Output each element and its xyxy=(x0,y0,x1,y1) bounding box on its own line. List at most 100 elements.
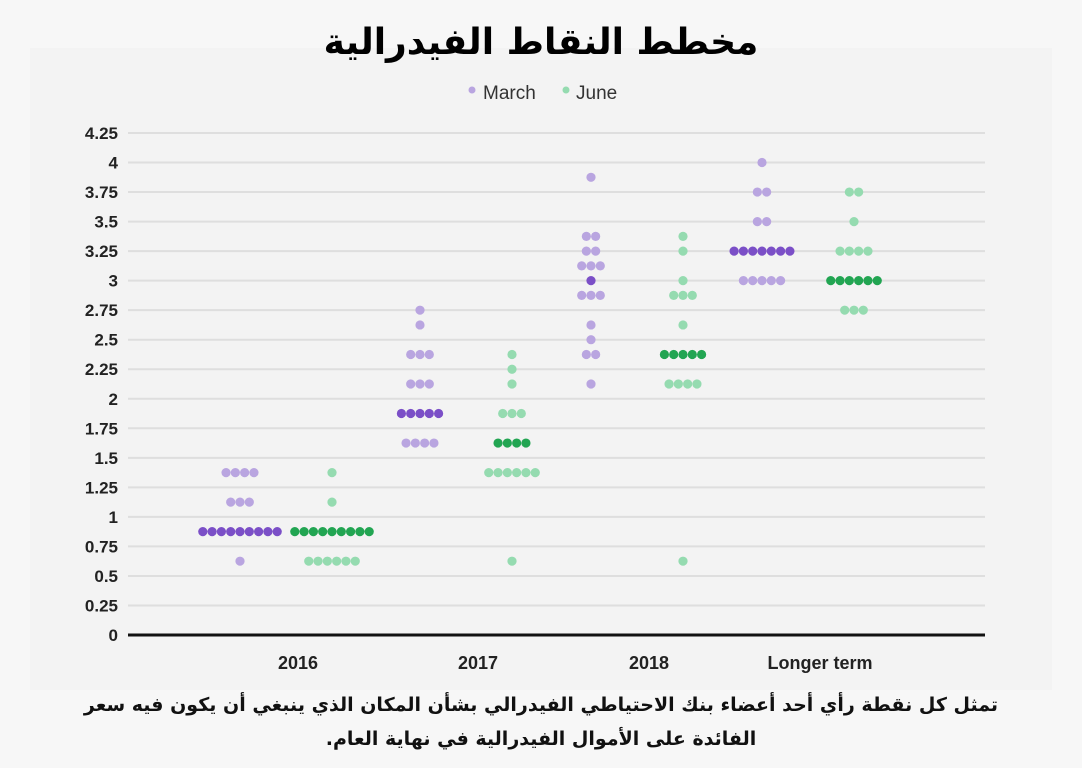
dot-march xyxy=(415,320,425,330)
dot-june xyxy=(854,246,864,256)
dot-june xyxy=(521,438,531,448)
dot-march xyxy=(586,290,596,301)
dot-march xyxy=(757,157,767,168)
y-tick-label: 0 xyxy=(109,626,118,645)
dot-march xyxy=(429,438,439,448)
dot-march xyxy=(207,527,217,537)
dot-march xyxy=(420,438,430,448)
y-tick-label: 2.25 xyxy=(85,360,118,379)
dot-june xyxy=(854,276,864,286)
dot-june xyxy=(673,379,683,389)
dot-march xyxy=(776,246,786,256)
dot-march xyxy=(263,527,273,537)
y-tick-label: 3.25 xyxy=(85,242,118,261)
dot-march xyxy=(586,261,596,271)
dot-june xyxy=(507,379,517,389)
dot-june xyxy=(826,276,836,286)
dot-june xyxy=(346,527,356,537)
dot-march xyxy=(424,379,434,389)
y-tick-label: 1 xyxy=(109,508,118,527)
dot-june xyxy=(664,379,674,389)
dot-march xyxy=(249,467,259,478)
dot-march xyxy=(577,261,587,271)
dot-june xyxy=(313,556,323,566)
dot-march xyxy=(424,408,434,419)
dot-march xyxy=(785,246,795,256)
dot-march xyxy=(752,216,762,227)
dot-march xyxy=(591,349,601,360)
dot-march xyxy=(757,276,767,286)
x-tick-label: 2018 xyxy=(629,653,669,673)
y-tick-label: 2.75 xyxy=(85,301,118,320)
dot-march xyxy=(591,246,601,256)
x-tick-label: 2017 xyxy=(458,653,498,673)
dot-june xyxy=(678,556,688,566)
dot-june xyxy=(678,246,688,256)
y-tick-label: 1.75 xyxy=(85,419,118,438)
y-tick-label: 3.5 xyxy=(94,213,118,232)
y-tick-label: 4.25 xyxy=(85,124,118,143)
dot-march xyxy=(230,467,240,478)
dot-june xyxy=(502,438,512,448)
dot-june xyxy=(669,349,679,360)
dot-june xyxy=(678,290,688,301)
dot-june xyxy=(332,556,342,566)
dot-march xyxy=(415,349,425,360)
dot-june xyxy=(835,246,845,256)
dot-june xyxy=(854,187,864,197)
dot-june xyxy=(844,246,854,256)
dot-june xyxy=(507,556,517,566)
dot-march xyxy=(595,261,605,271)
dot-june xyxy=(692,379,702,389)
dot-march xyxy=(776,276,786,286)
dot-march xyxy=(738,276,749,286)
dot-june xyxy=(872,276,882,286)
dot-june xyxy=(327,527,337,537)
legend-label-march: March xyxy=(483,83,536,104)
dot-june xyxy=(290,527,300,537)
y-tick-label: 0.25 xyxy=(85,596,118,615)
dot-march xyxy=(396,408,406,419)
y-tick-label: 0.5 xyxy=(94,567,118,586)
dot-june xyxy=(678,231,688,241)
dot-june xyxy=(493,438,503,448)
dot-march xyxy=(401,438,411,448)
dot-march xyxy=(198,527,208,537)
legend-marker-march xyxy=(468,86,476,94)
dot-june xyxy=(507,349,517,360)
dot-march xyxy=(581,246,591,256)
dot-june xyxy=(322,556,332,566)
dot-june xyxy=(697,349,707,360)
dot-june xyxy=(364,527,374,537)
x-tick-label: Longer term xyxy=(767,653,872,673)
dot-march xyxy=(240,467,250,478)
dot-june xyxy=(687,349,697,360)
dot-march xyxy=(410,438,420,448)
dot-march xyxy=(752,187,762,197)
dot-june xyxy=(507,364,517,374)
dot-june xyxy=(858,305,868,315)
dot-march xyxy=(406,379,416,389)
dot-march xyxy=(748,246,758,256)
dot-june xyxy=(327,497,337,507)
dot-march xyxy=(738,246,749,256)
dot-march xyxy=(762,216,772,227)
y-tick-label: 0.75 xyxy=(85,537,118,556)
dot-march xyxy=(235,527,245,537)
dot-march xyxy=(221,467,231,478)
dot-march xyxy=(729,246,739,256)
dot-june xyxy=(327,467,337,478)
dot-june xyxy=(844,276,854,286)
dot-june xyxy=(659,349,670,360)
y-tick-label: 3.75 xyxy=(85,183,118,202)
dot-march xyxy=(415,379,425,389)
dot-march xyxy=(226,497,236,507)
dot-june xyxy=(678,320,688,330)
dot-march xyxy=(254,527,264,537)
y-tick-label: 1.25 xyxy=(85,478,118,497)
dot-march xyxy=(757,246,767,256)
dot-june xyxy=(355,527,365,537)
dot-june xyxy=(849,216,859,227)
dot-june xyxy=(350,556,360,566)
dot-march xyxy=(235,556,245,566)
